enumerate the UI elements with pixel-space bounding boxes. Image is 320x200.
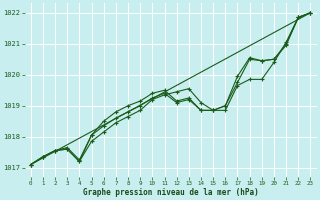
X-axis label: Graphe pression niveau de la mer (hPa): Graphe pression niveau de la mer (hPa) [83, 188, 259, 197]
